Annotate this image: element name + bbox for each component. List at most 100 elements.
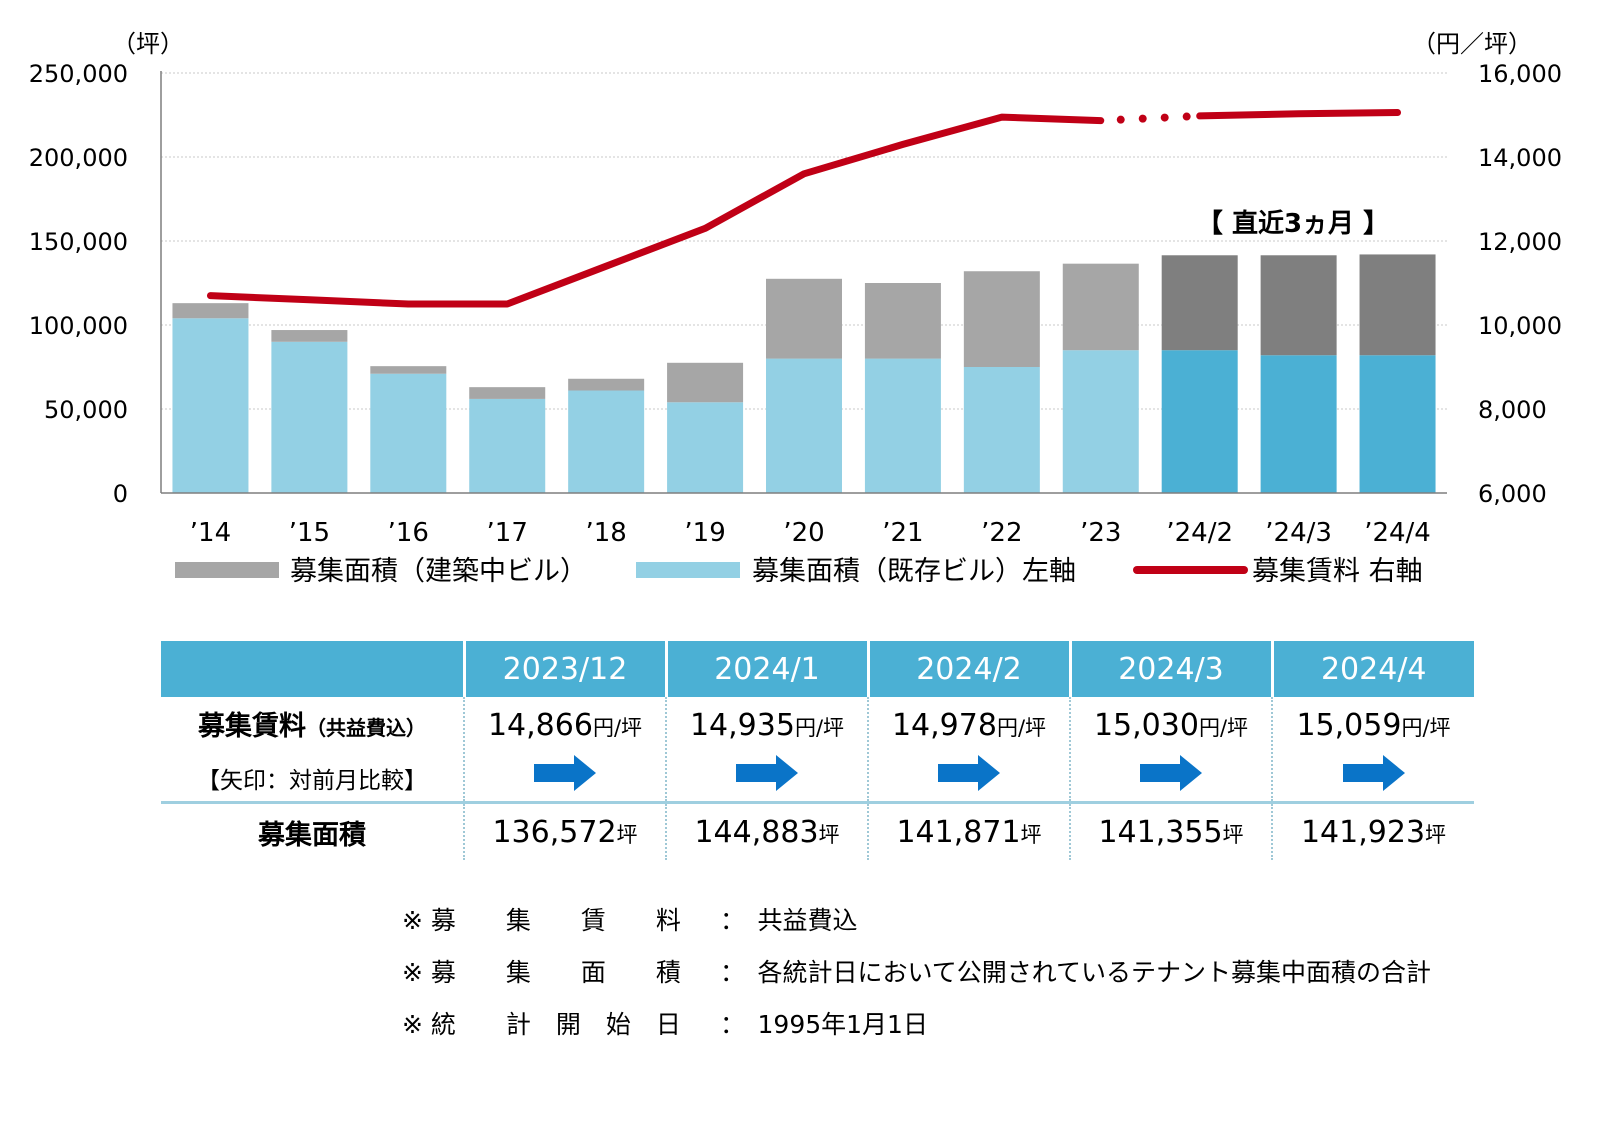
rent-value: 14,866	[487, 707, 593, 743]
bar-existing	[568, 390, 645, 493]
footnote-text: 共益費込	[757, 906, 858, 935]
x-tick-label: ’22	[981, 518, 1022, 548]
rent-cell: 15,030円/坪	[1069, 697, 1272, 804]
footnote-text: 1995年1月1日	[757, 1010, 928, 1039]
right-arrow-icon	[938, 754, 1000, 791]
right-arrow-icon	[736, 754, 798, 791]
footnote-text: 各統計日において公開されているテナント募集中面積の合計	[757, 958, 1432, 987]
rent-cell: 15,059円/坪	[1271, 697, 1474, 804]
footnote-separator: ：	[720, 958, 733, 987]
bar-existing	[370, 373, 447, 493]
bar-existing	[1359, 355, 1436, 493]
bar-under-construction	[469, 387, 546, 399]
bar-existing	[1161, 350, 1238, 493]
column-header: 2024/2	[866, 641, 1070, 697]
bar-existing	[172, 318, 249, 493]
rent-label-sub: （共益費込）	[306, 715, 426, 740]
left-axis-tick-label: 100,000	[29, 312, 128, 340]
footnotes: ※ 募 集 賃 料 ： 共益費込 ※ 募 集 面 積 ： 各統計日において公開されて…	[402, 895, 1431, 1051]
x-tick-label: ’16	[388, 518, 429, 548]
area-row-header: 募集面積	[161, 803, 464, 861]
rent-line-recent	[1196, 109, 1402, 120]
rent-cell: 14,935円/坪	[665, 697, 868, 804]
x-tick-label: ’24/2	[1166, 518, 1233, 548]
bar-existing	[1260, 355, 1337, 493]
area-cell: 141,871坪	[867, 802, 1070, 860]
rent-value: 15,030	[1093, 707, 1199, 743]
x-tick-label: ’20	[783, 518, 824, 548]
bar-existing	[1062, 350, 1139, 493]
area-unit: 坪	[1222, 822, 1244, 847]
x-tick-label: ’18	[585, 518, 626, 548]
x-tick-label: ’21	[882, 518, 923, 548]
right-axis-tick-label: 14,000	[1478, 144, 1562, 172]
right-arrow-icon	[534, 754, 596, 791]
bar-under-construction	[766, 278, 842, 359]
footnote-separator: ：	[720, 1010, 733, 1039]
rent-line	[206, 113, 1105, 308]
rent-value: 14,935	[689, 707, 795, 743]
table-header-row: 2023/12 2024/1 2024/2 2024/3 2024/4	[161, 641, 1474, 697]
bar-existing	[864, 358, 941, 493]
right-axis-tick-label: 6,000	[1478, 480, 1547, 508]
x-tick-label: ’24/3	[1265, 518, 1332, 548]
left-axis-tick-label: 0	[113, 480, 128, 508]
rent-line-gap	[1096, 111, 1204, 125]
rent-value: 15,059	[1296, 707, 1402, 743]
area-cell: 141,355坪	[1069, 802, 1272, 860]
right-arrow-icon	[1140, 754, 1202, 791]
bar-under-construction	[1359, 254, 1436, 356]
bar-under-construction	[370, 366, 447, 374]
left-axis-tick-label: 150,000	[29, 228, 128, 256]
bar-under-construction	[568, 378, 645, 391]
x-tick-label: ’17	[487, 518, 528, 548]
area-value: 141,923	[1300, 814, 1426, 850]
right-arrow-icon	[1342, 754, 1405, 791]
legend-label-existing: 募集面積（既存ビル）左軸	[752, 556, 1076, 587]
area-unit: 坪	[818, 822, 840, 847]
right-axis-tick-label: 16,000	[1478, 60, 1562, 88]
rent-label: 募集賃料	[198, 710, 306, 742]
bar-existing	[963, 367, 1040, 493]
right-axis-tick-label: 10,000	[1478, 312, 1562, 340]
footnote: ※ 募 集 面 積 ： 各統計日において公開されているテナント募集中面積の合計	[402, 947, 1431, 999]
chart-area: 0 6,000 50,000 8,000 100,000 10,000 150,000 12,…	[29, 30, 1562, 587]
area-unit: 坪	[1020, 822, 1042, 847]
left-axis-unit: （坪）	[112, 30, 184, 58]
legend-swatch-under-construction	[175, 562, 279, 578]
axes: 0 6,000 50,000 8,000 100,000 10,000 150,000 12,…	[29, 60, 1562, 548]
area-unit: 坪	[1425, 822, 1447, 847]
x-tick-label: ’19	[684, 518, 725, 548]
rent-arrow-note: 【矢印：対前月比較】	[197, 767, 427, 794]
left-axis-tick-label: 250,000	[29, 60, 128, 88]
recent-months-annotation: 【 直近3ヵ月 】	[1197, 209, 1389, 239]
left-axis-tick-label: 200,000	[29, 144, 128, 172]
footnote-label: ※ 統 計 開 始 日	[402, 1010, 681, 1039]
footnote-separator: ：	[720, 906, 733, 935]
x-tick-label: ’23	[1080, 518, 1121, 548]
rent-cell: 14,978円/坪	[867, 697, 1070, 804]
column-header: 2024/4	[1270, 641, 1474, 697]
rent-unit: 円/坪	[592, 715, 643, 740]
area-value: 144,883	[694, 814, 819, 850]
right-axis-unit: （円／坪）	[1412, 30, 1532, 58]
area-row: 募集面積 136,572坪 144,883坪 141,871坪 141,355坪…	[161, 802, 1474, 861]
column-header: 2024/3	[1068, 641, 1272, 697]
x-tick-label: ’24/4	[1364, 518, 1431, 548]
left-axis-tick-label: 50,000	[44, 396, 128, 424]
bar-under-construction	[1062, 263, 1139, 351]
right-axis-tick-label: 8,000	[1478, 396, 1547, 424]
bar-under-construction	[963, 271, 1040, 367]
bar-under-construction	[864, 283, 941, 359]
rent-unit: 円/坪	[1401, 715, 1451, 740]
x-tick-label: ’15	[289, 518, 330, 548]
bar-under-construction	[172, 303, 249, 319]
area-value: 136,572	[492, 814, 617, 850]
area-cell: 141,923坪	[1271, 802, 1474, 860]
rent-unit: 円/坪	[1198, 715, 1249, 740]
area-cell: 144,883坪	[665, 802, 868, 860]
rent-cell: 14,866円/坪	[463, 697, 666, 804]
rent-line-series	[206, 109, 1402, 308]
footnote: ※ 統 計 開 始 日 ： 1995年1月1日	[402, 999, 1431, 1051]
legend-label-under-construction: 募集面積（建築中ビル）	[290, 556, 587, 587]
